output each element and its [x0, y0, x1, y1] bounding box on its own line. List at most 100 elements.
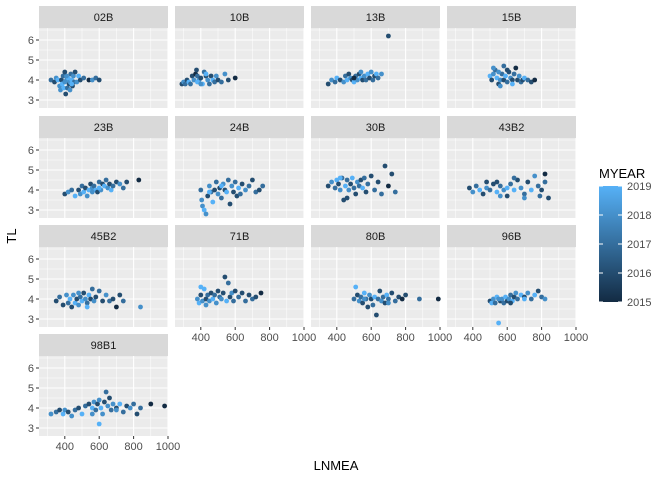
- data-point: [506, 296, 512, 302]
- data-point: [210, 296, 216, 302]
- data-point: [386, 33, 391, 39]
- data-point: [497, 193, 503, 199]
- data-point: [72, 407, 78, 413]
- data-point: [337, 77, 343, 83]
- data-point: [203, 302, 209, 308]
- data-point: [510, 77, 515, 83]
- legend-tick-label: 2015: [627, 297, 651, 309]
- data-point: [60, 302, 66, 308]
- data-point: [219, 183, 224, 189]
- data-point: [86, 292, 92, 298]
- data-point: [83, 296, 88, 302]
- data-point: [253, 294, 259, 300]
- data-point: [134, 411, 140, 417]
- data-point: [103, 389, 109, 395]
- data-point: [332, 185, 338, 191]
- data-point: [532, 292, 538, 298]
- facet-02B: 02B 3 4 5 6: [28, 6, 169, 108]
- data-point: [93, 407, 99, 413]
- data-point: [62, 69, 68, 75]
- data-point: [325, 183, 331, 189]
- facet-panel: [39, 247, 168, 327]
- data-point: [148, 401, 154, 407]
- data-point: [72, 193, 78, 199]
- data-point: [372, 187, 377, 193]
- data-point: [491, 71, 496, 77]
- data-point: [232, 75, 238, 81]
- data-point: [372, 294, 377, 300]
- data-point: [355, 292, 360, 298]
- data-point: [386, 183, 391, 189]
- data-point: [103, 177, 109, 183]
- data-point: [91, 298, 97, 304]
- data-point: [96, 397, 102, 403]
- facet-panel: [175, 247, 304, 327]
- facet-24B: 24B: [175, 116, 305, 218]
- data-point: [60, 411, 66, 417]
- x-tick-label: 800: [396, 332, 414, 344]
- facet-43B2: 43B2: [447, 116, 577, 218]
- data-point: [89, 411, 95, 417]
- facet-strip: [175, 225, 304, 247]
- data-point: [100, 298, 105, 304]
- data-point: [403, 292, 408, 298]
- facet-panel: [39, 138, 168, 218]
- data-point: [365, 181, 371, 187]
- data-point: [351, 75, 357, 81]
- data-point: [98, 405, 104, 411]
- facet-strip-label: 98B1: [91, 340, 117, 352]
- data-point: [71, 73, 76, 79]
- data-point: [57, 294, 62, 300]
- data-point: [84, 300, 90, 306]
- data-point: [417, 296, 422, 302]
- x-tick-label: 1000: [428, 332, 452, 344]
- data-point: [489, 77, 495, 83]
- data-point: [207, 81, 212, 87]
- data-point: [105, 403, 111, 409]
- data-point: [117, 181, 123, 187]
- data-point: [188, 81, 193, 87]
- data-point: [203, 71, 209, 77]
- data-point: [513, 65, 519, 71]
- data-point: [227, 201, 233, 207]
- data-point: [260, 183, 266, 189]
- data-point: [528, 296, 534, 302]
- data-point: [124, 179, 130, 185]
- data-point: [329, 77, 334, 83]
- data-point: [361, 175, 367, 181]
- data-point: [473, 183, 479, 189]
- x-tick-label: 1000: [156, 441, 180, 453]
- data-point: [435, 296, 441, 302]
- data-point: [325, 81, 331, 87]
- data-point: [337, 187, 343, 193]
- data-point: [389, 290, 395, 296]
- data-point: [532, 77, 538, 83]
- data-point: [386, 296, 391, 302]
- data-point: [355, 179, 360, 185]
- data-point: [234, 193, 240, 199]
- data-point: [344, 177, 350, 183]
- x-tick-label: 400: [328, 332, 346, 344]
- data-point: [351, 185, 357, 191]
- data-point: [232, 288, 238, 294]
- y-tick-label: 6: [28, 35, 34, 47]
- data-point: [207, 189, 212, 195]
- data-point: [258, 290, 264, 296]
- data-point: [353, 191, 359, 197]
- data-point: [384, 292, 390, 298]
- facet-strip-label: 15B: [502, 12, 522, 24]
- data-point: [212, 187, 218, 193]
- data-point: [510, 81, 515, 87]
- data-point: [201, 207, 207, 213]
- data-point: [499, 296, 505, 302]
- data-point: [504, 79, 510, 85]
- data-point: [480, 191, 486, 197]
- facet-strip-label: 30B: [366, 122, 386, 134]
- facet-strip-label: 71B: [230, 231, 250, 243]
- y-tick-label: 5: [28, 383, 34, 395]
- data-point: [515, 77, 520, 83]
- data-point: [528, 187, 534, 193]
- data-point: [95, 401, 100, 407]
- facet-panel: [447, 28, 576, 108]
- data-point: [76, 187, 81, 193]
